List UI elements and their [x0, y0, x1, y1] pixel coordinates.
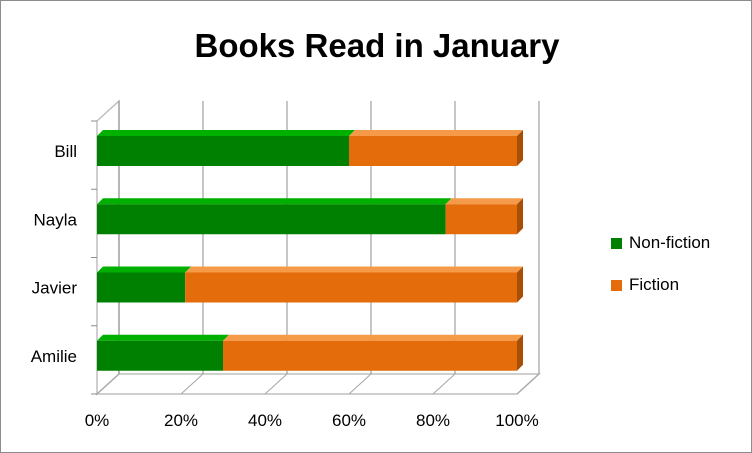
y-tick-label: Nayla [34, 210, 78, 229]
x-tick-label: 80% [416, 411, 450, 430]
legend-item-non-fiction: Non-fiction [611, 232, 710, 254]
legend-swatch-fiction [611, 279, 622, 291]
bar-top-non-fiction [97, 266, 192, 273]
y-tick-label: Javier [32, 279, 78, 298]
floor-gridline [180, 373, 204, 395]
bar-top-fiction [223, 334, 523, 341]
y-tick-label: Amilie [31, 347, 77, 366]
bar-side-fiction [517, 334, 523, 371]
floor-gridline [432, 373, 456, 395]
y-tick-label: Bill [54, 142, 77, 161]
x-tick-label: 40% [248, 411, 282, 430]
bar-fiction [223, 340, 517, 371]
legend-item-fiction: Fiction [611, 274, 710, 296]
bar-non-fiction [97, 136, 349, 166]
bar-non-fiction [97, 272, 186, 303]
x-tick-label: 20% [164, 411, 198, 430]
bar-fiction [185, 272, 517, 303]
floor-gridline [348, 373, 372, 395]
legend-label-fiction: Fiction [629, 275, 680, 294]
bar-non-fiction [97, 340, 223, 371]
chart-title: Books Read in January [194, 27, 560, 64]
bar-top-fiction [349, 130, 523, 136]
bar-non-fiction [97, 204, 446, 235]
bar-top-fiction [445, 198, 523, 205]
bar-top-non-fiction [97, 198, 452, 205]
x-tick-label: 0% [85, 411, 110, 430]
bar-fiction [349, 136, 517, 166]
floor-gridline [96, 373, 120, 395]
floor-gridline [516, 373, 540, 395]
bar-side-fiction [517, 130, 523, 166]
legend: Non-fiction Fiction [611, 232, 710, 316]
floor-gridline [264, 373, 288, 395]
x-tick-label: 100% [495, 411, 538, 430]
bar-top-fiction [185, 266, 523, 273]
bar-top-non-fiction [97, 334, 229, 341]
bar-side-fiction [517, 266, 523, 303]
bar-top-non-fiction [97, 130, 355, 136]
legend-swatch-non-fiction [611, 237, 622, 249]
bar-fiction [445, 204, 517, 235]
x-tick-label: 60% [332, 411, 366, 430]
bar-side-fiction [517, 198, 523, 235]
legend-label-non-fiction: Non-fiction [629, 233, 711, 252]
floor [95, 373, 541, 395]
